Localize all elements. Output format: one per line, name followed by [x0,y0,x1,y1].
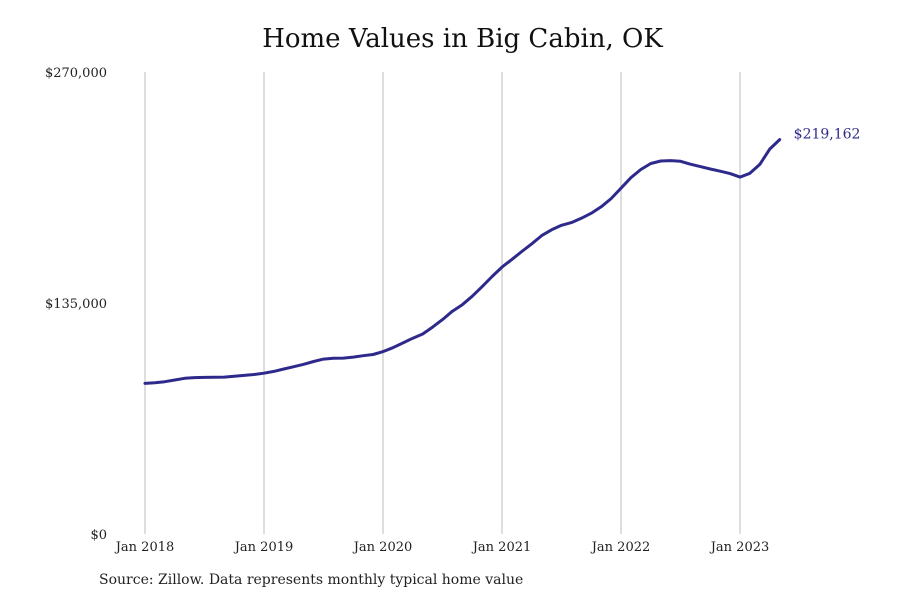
y-tick-label: $270,000 [45,66,107,81]
y-tick-label: $0 [90,528,107,543]
source-note: Source: Zillow. Data represents monthly … [99,572,524,588]
x-tick-label: Jan 2023 [709,540,770,555]
chart-title: Home Values in Big Cabin, OK [262,24,663,54]
series-line-home-value [143,138,782,385]
y-tick-label: $135,000 [45,297,107,312]
x-tick-label: Jan 2022 [590,540,651,555]
end-value-label: $219,162 [794,127,861,143]
y-axis-ticks: $270,000 $135,000 $0 [45,66,107,543]
x-tick-label: Jan 2018 [114,540,175,555]
x-tick-label: Jan 2019 [233,540,294,555]
x-tick-label: Jan 2020 [352,540,413,555]
x-tick-label: Jan 2021 [471,540,532,555]
grid-lines [144,72,741,534]
x-axis-ticks: Jan 2018 Jan 2019 Jan 2020 Jan 2021 Jan 2022… [114,540,770,555]
